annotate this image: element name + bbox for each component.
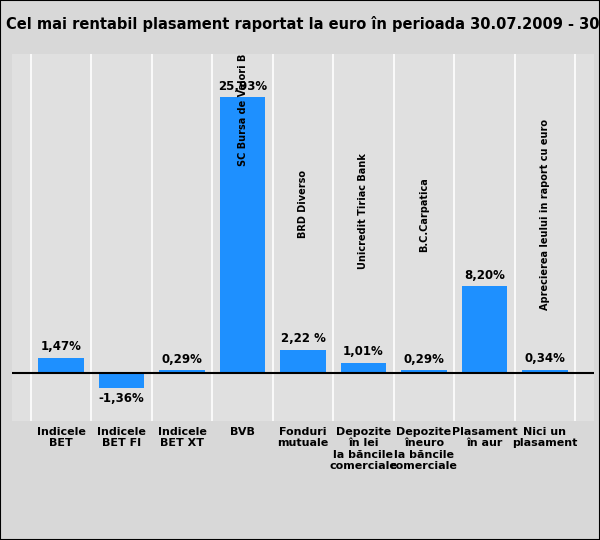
Bar <box>522 370 568 373</box>
Bar <box>220 97 265 373</box>
Text: SC Bursa de Valori Bucuresti SA: SC Bursa de Valori Bucuresti SA <box>238 0 248 166</box>
Bar <box>341 362 386 373</box>
Text: Depozite
în lei
la băncile
comerciale: Depozite în lei la băncile comerciale <box>329 427 397 471</box>
Text: Aprecierea leului in raport cu euro: Aprecierea leului in raport cu euro <box>540 119 550 310</box>
Text: Indicele
BET XT: Indicele BET XT <box>158 427 206 448</box>
Text: Indicele
BET FI: Indicele BET FI <box>97 427 146 448</box>
Text: Indicele
BET: Indicele BET <box>37 427 86 448</box>
Text: 25,93%: 25,93% <box>218 80 267 93</box>
Bar <box>401 370 446 373</box>
Text: 0,29%: 0,29% <box>403 353 445 366</box>
Text: BRD Diverso: BRD Diverso <box>298 171 308 239</box>
Text: 2,22 %: 2,22 % <box>281 333 325 346</box>
Text: 0,29%: 0,29% <box>161 353 203 366</box>
Text: -1,36%: -1,36% <box>99 392 145 405</box>
Text: Cel mai rentabil plasament raportat la euro în perioada 30.07.2009 - 30.08.2010: Cel mai rentabil plasament raportat la e… <box>6 16 600 32</box>
Bar <box>462 286 507 373</box>
Text: BVB: BVB <box>230 427 255 437</box>
Text: 8,20%: 8,20% <box>464 269 505 282</box>
Text: 1,47%: 1,47% <box>41 340 82 353</box>
Bar <box>99 373 144 388</box>
Text: Fonduri
mutuale: Fonduri mutuale <box>277 427 329 448</box>
Text: 0,34%: 0,34% <box>524 353 565 366</box>
Text: 1,01%: 1,01% <box>343 345 384 359</box>
Text: Unicredit Tiriac Bank: Unicredit Tiriac Bank <box>358 153 368 269</box>
Text: B.C.Carpatica: B.C.Carpatica <box>419 178 429 252</box>
Text: Plasament
în aur: Plasament în aur <box>452 427 517 448</box>
Bar <box>160 370 205 373</box>
Bar <box>280 350 326 373</box>
Text: Nici un
plasament: Nici un plasament <box>512 427 578 448</box>
Bar <box>38 357 84 373</box>
Text: Depozite
îneuro
la băncile
comerciale: Depozite îneuro la băncile comerciale <box>390 427 458 471</box>
